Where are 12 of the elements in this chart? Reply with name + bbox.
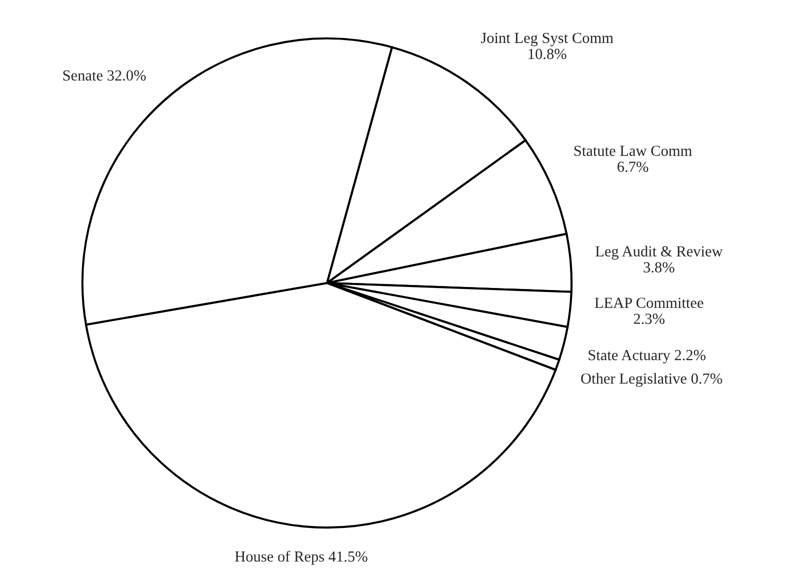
data-label: 6.7%	[618, 162, 648, 172]
slice-label: Leg Audit & Review	[596, 246, 723, 260]
slice-label: State Actuary 2.2%	[588, 350, 706, 364]
slice-label: Statute Law Comm	[574, 146, 692, 156]
slice-label: LEAP Committee	[594, 298, 704, 308]
data-label: 3.8%	[644, 262, 674, 273]
data-label: 10.8%	[528, 48, 566, 60]
slice-label: House of Reps 41.5%	[235, 550, 368, 565]
slice-label: Other Legislative 0.7%	[581, 372, 722, 387]
data-label: 2.3%	[634, 314, 664, 324]
slice-label: Senate 32.0%	[63, 70, 146, 81]
slice-label: Joint Leg Syst Comm	[481, 32, 614, 46]
